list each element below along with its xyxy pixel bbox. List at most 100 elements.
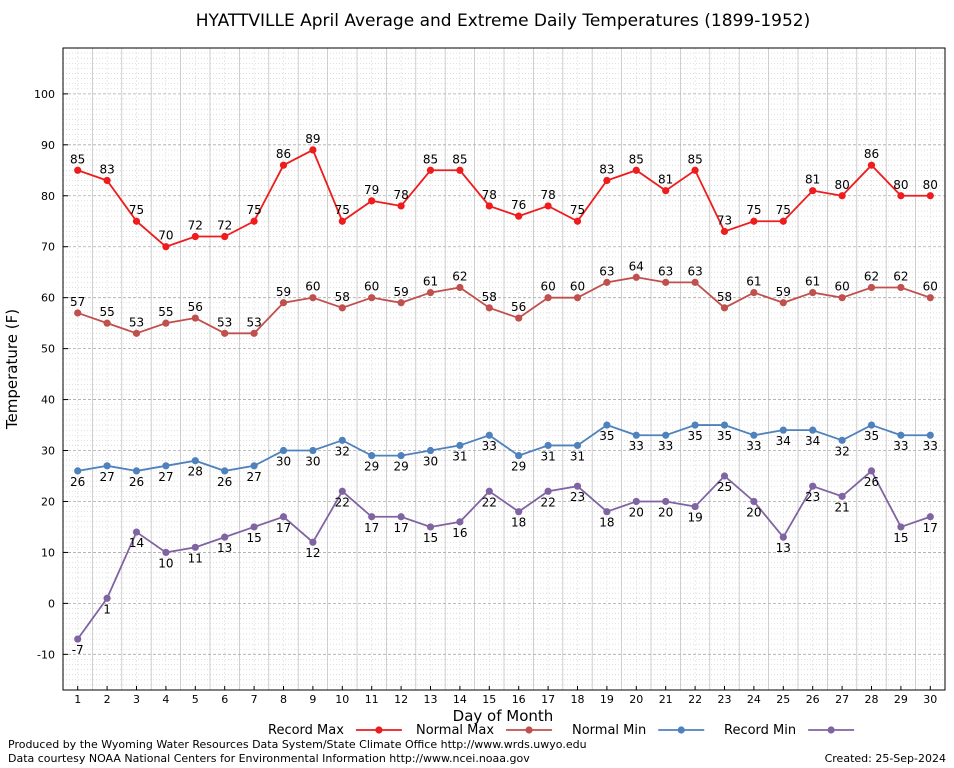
series-line-normal-min — [77, 424, 931, 472]
data-point — [103, 319, 111, 327]
data-label: 58 — [717, 290, 732, 304]
data-label: 75 — [129, 203, 144, 217]
data-point — [691, 421, 699, 429]
y-tick-label: 80 — [41, 190, 55, 203]
data-point — [103, 462, 111, 470]
y-tick-label: 10 — [41, 546, 55, 559]
data-point — [544, 487, 552, 495]
data-point — [573, 217, 582, 225]
data-point — [662, 278, 670, 286]
legend-marker — [677, 726, 685, 734]
data-label: 80 — [893, 178, 908, 192]
legend-label: Record Max — [268, 723, 344, 738]
data-point — [809, 426, 817, 434]
data-label: 78 — [393, 188, 408, 202]
data-point — [426, 446, 435, 455]
data-label: 61 — [423, 275, 438, 289]
data-label: 60 — [305, 280, 320, 294]
y-tick-label: 90 — [41, 139, 55, 152]
data-point — [544, 294, 552, 302]
data-label: 63 — [687, 264, 702, 278]
data-point — [544, 441, 552, 450]
data-label: 28 — [188, 465, 203, 479]
data-point — [397, 202, 405, 210]
x-tick-label: 12 — [394, 693, 408, 706]
x-tick-label: 6 — [221, 693, 228, 706]
data-label: 17 — [364, 521, 379, 535]
data-label: 75 — [335, 203, 350, 217]
x-tick-label: 8 — [280, 693, 287, 706]
data-label: 78 — [540, 188, 555, 202]
data-point — [867, 467, 876, 475]
x-tick-label: 19 — [600, 693, 614, 706]
data-label: 55 — [158, 305, 173, 319]
series-line-record-max — [77, 148, 931, 248]
data-point — [838, 192, 846, 200]
data-label: 83 — [99, 162, 114, 176]
data-label: 10 — [158, 556, 173, 570]
data-point — [426, 523, 435, 531]
data-point — [662, 497, 670, 506]
data-label: 86 — [276, 147, 291, 161]
data-label: 83 — [599, 162, 614, 176]
legend-marker — [827, 726, 835, 734]
data-point — [750, 288, 758, 297]
legend-label: Record Min — [724, 723, 796, 738]
series-layer: 85 83 75 70 72 72 75 86 89 75 79 78 85 85 78 76 78 75 83 85… — [70, 132, 938, 657]
x-tick-label: 11 — [365, 693, 379, 706]
data-point — [338, 487, 346, 495]
data-label: 30 — [423, 455, 438, 469]
data-label: 32 — [335, 444, 350, 458]
data-label: 17 — [276, 521, 291, 535]
x-tick-label: 28 — [865, 693, 879, 706]
data-label: 35 — [864, 429, 879, 443]
data-point — [250, 329, 258, 337]
data-point — [720, 472, 729, 480]
data-point — [632, 166, 640, 174]
data-point — [809, 482, 817, 490]
data-label: 33 — [658, 439, 673, 453]
data-point — [368, 452, 376, 460]
data-point — [632, 431, 640, 439]
y-tick-label: -10 — [37, 648, 55, 661]
data-label: 11 — [188, 551, 203, 565]
data-label: 81 — [805, 173, 820, 187]
data-label: 23 — [805, 490, 820, 504]
data-point — [603, 421, 611, 429]
data-point — [779, 299, 787, 307]
series-record-min: -7 1 14 10 11 13 15 17 12 22 17 17 15 16 22 18 22 23 18 20 2… — [72, 467, 938, 657]
data-point — [191, 314, 199, 322]
data-label: 85 — [452, 152, 467, 166]
data-point — [221, 232, 229, 241]
data-label: 25 — [717, 480, 732, 494]
data-label: 61 — [746, 275, 761, 289]
data-label: 18 — [599, 516, 614, 530]
data-label: 75 — [246, 203, 261, 217]
data-point — [397, 513, 405, 521]
data-label: 35 — [599, 429, 614, 443]
data-point — [838, 436, 846, 444]
x-tick-label: 25 — [776, 693, 790, 706]
data-label: 72 — [188, 219, 203, 233]
data-label: 56 — [511, 300, 526, 314]
data-point — [515, 508, 523, 516]
data-label: 27 — [99, 470, 114, 484]
data-label: 15 — [246, 531, 261, 545]
data-label: 75 — [570, 203, 585, 217]
data-label: 15 — [423, 531, 438, 545]
data-point — [368, 197, 376, 205]
data-label: 60 — [364, 280, 379, 294]
x-tick-label: 26 — [806, 693, 820, 706]
y-axis-ticks: -10 0 10 20 30 40 50 60 70 80 90 100 — [34, 88, 68, 661]
data-label: 26 — [864, 475, 879, 489]
data-point — [515, 212, 523, 220]
data-point — [897, 523, 905, 531]
data-point — [515, 452, 523, 460]
data-point — [74, 635, 82, 643]
data-label: 58 — [482, 290, 497, 304]
data-point — [74, 166, 82, 174]
data-label: 20 — [658, 505, 673, 519]
data-label: 62 — [893, 269, 908, 283]
data-label: 58 — [335, 290, 350, 304]
data-label: 59 — [776, 285, 791, 299]
